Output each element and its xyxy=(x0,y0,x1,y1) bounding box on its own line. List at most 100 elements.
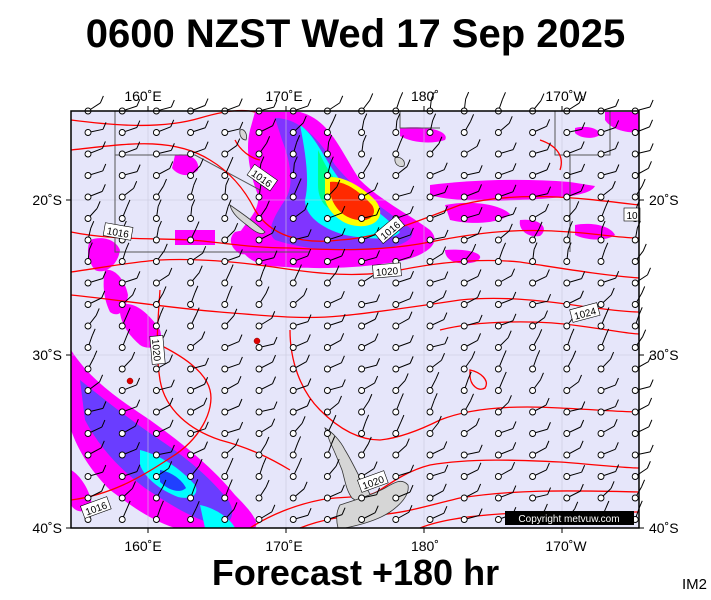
wind-barb-flag xyxy=(399,92,404,100)
wind-barb-flag xyxy=(574,501,579,510)
wind-barb-flag xyxy=(376,207,381,216)
wind-station-circle xyxy=(631,451,639,459)
wind-barb-flag xyxy=(237,376,242,384)
wind-station-circle xyxy=(323,430,331,437)
wind-station-circle xyxy=(152,494,160,502)
wind-station-circle xyxy=(563,473,571,480)
wind-barb-flag xyxy=(169,419,174,427)
wind-barb-flag xyxy=(338,395,342,404)
wind-barb-flag xyxy=(365,414,370,423)
wind-station-circle xyxy=(631,258,639,265)
wind-barb-flag xyxy=(191,199,196,207)
wind-station-circle xyxy=(426,516,434,523)
wind-station-circle xyxy=(392,129,400,136)
wind-barb-flag xyxy=(547,186,552,194)
wind-station-circle xyxy=(289,451,297,459)
wind-station-circle xyxy=(529,387,537,394)
south-island xyxy=(336,480,409,529)
wind-station-circle xyxy=(563,301,571,308)
wind-station-circle xyxy=(289,258,297,265)
wind-station-circle xyxy=(289,193,297,201)
wind-barb-flag xyxy=(341,507,346,515)
wind-station-circle xyxy=(187,365,195,373)
wind-barb-flag xyxy=(511,268,516,276)
wind-barb-flag xyxy=(575,201,580,209)
wind-barb-flag xyxy=(332,414,337,423)
wind-station-circle xyxy=(563,279,571,287)
wind-barb-flag xyxy=(329,156,334,164)
wind-station-circle xyxy=(289,129,297,136)
wind-barb-flag xyxy=(163,329,168,337)
wind-barb-flag xyxy=(335,265,340,273)
wind-barb-flag xyxy=(472,243,477,252)
wind-barb-flag xyxy=(648,419,653,428)
wind-station-circle xyxy=(84,344,92,351)
wind-station-circle xyxy=(597,408,605,416)
wind-station-circle xyxy=(84,301,92,308)
wind-station-circle xyxy=(358,365,366,373)
wind-barb-flag xyxy=(444,185,449,193)
wind-barb-flag xyxy=(614,377,619,386)
wind-station-circle xyxy=(494,150,502,158)
wind-station-circle xyxy=(289,473,297,480)
wind-station-circle xyxy=(358,344,366,351)
wind-barb-flag xyxy=(157,199,162,207)
wind-station-circle xyxy=(118,344,126,351)
wind-station-circle xyxy=(494,494,502,502)
wind-barb-flag xyxy=(649,444,654,453)
wind-barb-flag xyxy=(399,393,404,401)
wind-barb-flag xyxy=(642,329,647,337)
wind-barb-flag xyxy=(265,200,270,208)
wind-station-circle xyxy=(460,387,468,394)
wind-barb-flag xyxy=(546,142,551,150)
wind-station-circle xyxy=(152,215,160,222)
wind-barb-flag xyxy=(204,441,208,449)
wind-station-circle xyxy=(152,365,160,373)
wind-barb-flag xyxy=(376,358,381,366)
wind-barb-flag xyxy=(376,487,381,495)
wind-station-circle xyxy=(529,150,537,158)
wind-barb-flag xyxy=(648,397,653,406)
wind-barb-flag xyxy=(341,248,346,257)
wind-barb-flag xyxy=(362,134,367,143)
wind-station-circle xyxy=(631,494,639,502)
wind-barb-flag xyxy=(136,164,141,172)
wind-barb-flag xyxy=(297,178,302,186)
wind-station-circle xyxy=(187,430,195,437)
wind-station-circle xyxy=(118,215,126,222)
wind-barb-flag xyxy=(610,287,615,296)
wind-barb-flag xyxy=(298,264,302,272)
wind-station-circle xyxy=(221,365,229,373)
wind-station-circle xyxy=(529,258,537,265)
wind-barb-flag xyxy=(136,377,141,386)
wind-barb-flag xyxy=(615,164,620,172)
wind-barb-flag xyxy=(581,401,586,409)
wind-station-circle xyxy=(631,408,639,416)
wind-barb-flag xyxy=(90,220,95,229)
wind-station-circle xyxy=(84,258,92,265)
longitude-label-bottom: 160˚E xyxy=(124,538,161,554)
wind-station-circle xyxy=(563,150,571,158)
wind-barb-flag xyxy=(536,350,541,358)
wind-station-circle xyxy=(597,344,605,351)
wind-station-circle xyxy=(631,473,639,480)
wind-station-circle xyxy=(255,408,263,416)
wind-station-circle xyxy=(84,430,92,437)
wind-station-circle xyxy=(187,129,195,136)
wind-station-circle xyxy=(597,150,605,158)
wind-station-circle xyxy=(460,451,468,459)
wind-station-circle xyxy=(392,150,400,158)
wind-barb-flag xyxy=(533,242,538,250)
wind-station-circle xyxy=(563,258,571,265)
isobar-label: 1016 xyxy=(106,226,130,241)
wind-barb-flag xyxy=(163,178,167,187)
wind-barb-flag xyxy=(610,351,615,360)
new-caledonia xyxy=(229,204,266,234)
wind-barb-flag xyxy=(293,156,298,164)
wind-barb-flag xyxy=(101,184,106,192)
wind-station-circle xyxy=(494,430,502,437)
wind-station-circle xyxy=(323,387,331,394)
wind-barb-flag xyxy=(544,310,548,318)
image-tag: IM2 xyxy=(681,576,707,593)
